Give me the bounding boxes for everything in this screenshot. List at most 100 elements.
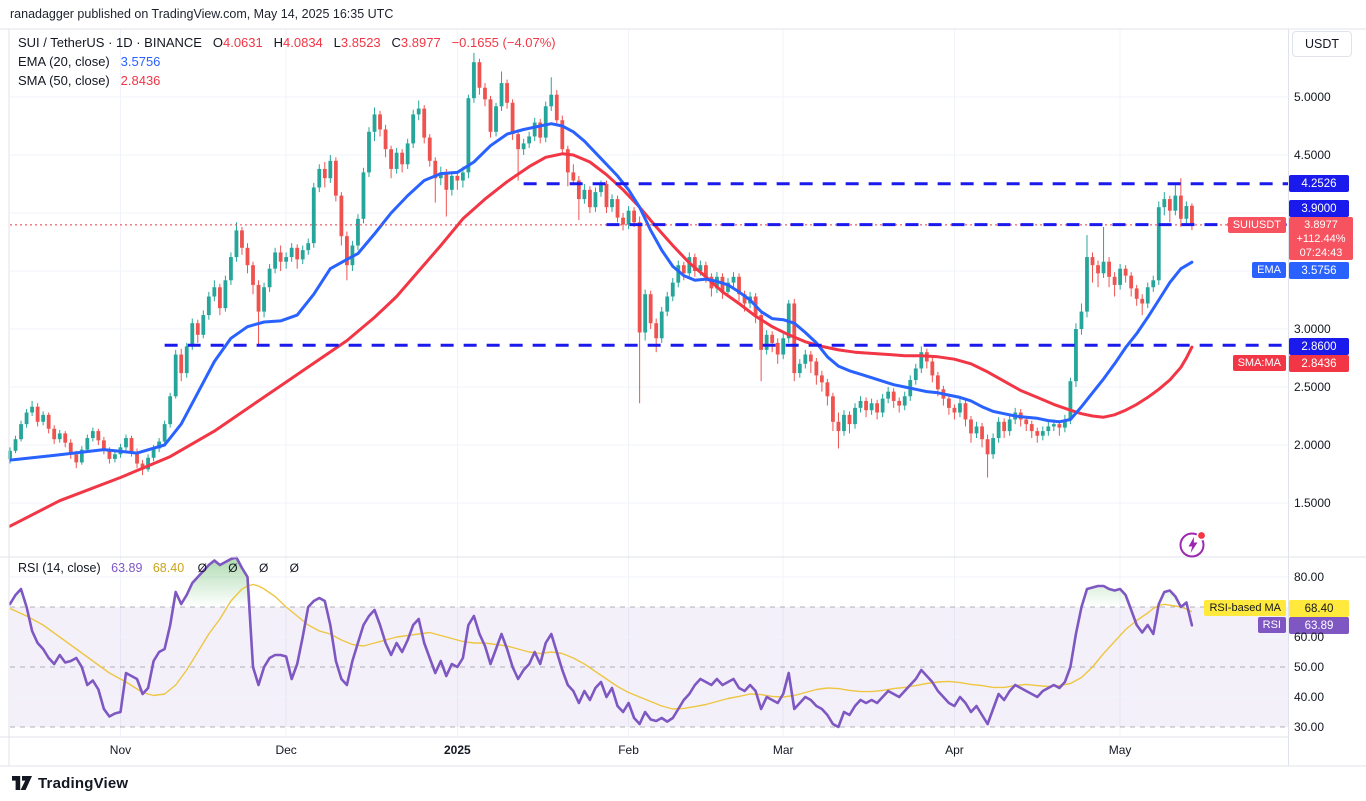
price-tick-label: 2.0000: [1294, 438, 1331, 452]
candle-body: [394, 152, 399, 169]
candle-body: [974, 426, 979, 434]
candle-body: [1134, 288, 1139, 299]
candle-body: [151, 448, 156, 458]
candle-body: [1096, 265, 1100, 274]
candle-body: [615, 199, 620, 218]
candle-body: [1112, 276, 1117, 285]
candle-body: [195, 323, 200, 335]
candle-body: [1118, 268, 1123, 285]
tradingview-logo-text: TradingView: [38, 774, 129, 792]
candle-body: [339, 195, 344, 237]
candle-body: [538, 122, 543, 138]
current-price-label: 3.8977 +112.44% 07:24:43: [1289, 217, 1353, 260]
rsi-tag: RSI: [1257, 617, 1286, 633]
candle-body: [919, 352, 924, 369]
candle-body: [477, 62, 482, 88]
candle-body: [322, 168, 327, 179]
level-label-3-9000: 3.9000: [1289, 200, 1349, 217]
candle-body: [345, 236, 349, 266]
candle-body: [201, 315, 206, 335]
candle-body: [284, 257, 289, 262]
sma-axis-label: 2.8436: [1289, 355, 1349, 372]
candle-body: [488, 99, 493, 132]
candle-body: [626, 210, 631, 225]
tradingview-logo-icon: [12, 776, 32, 790]
high-value: 4.0834: [283, 35, 323, 50]
candle-body: [1167, 199, 1172, 211]
price-tick-label: 2.5000: [1294, 380, 1331, 394]
candle-body: [30, 406, 34, 413]
candle-body: [223, 280, 228, 309]
candle-body: [808, 354, 813, 362]
current-change-pct: +112.44%: [1296, 233, 1346, 245]
rsi-ma-value: 68.40: [152, 561, 185, 575]
candle-body: [659, 311, 664, 339]
candle-body: [913, 368, 918, 381]
tradingview-logo[interactable]: TradingView: [12, 772, 128, 794]
candle-body: [880, 398, 885, 413]
candle-body: [1029, 424, 1034, 432]
rsi-line: [8, 556, 1194, 729]
candle-body: [692, 257, 697, 271]
candle-body: [764, 334, 769, 350]
candle-body: [610, 199, 614, 208]
sma-label[interactable]: SMA (50, close): [18, 73, 110, 88]
rsi-hidden-values: Ø Ø Ø Ø: [197, 561, 308, 575]
candle-body: [737, 276, 741, 295]
candle-body: [422, 108, 427, 138]
candle-body: [13, 439, 18, 451]
candle-body: [825, 382, 830, 397]
candle-body: [240, 230, 244, 248]
candle-body: [449, 175, 454, 190]
candle-body: [891, 391, 896, 401]
candle-body: [1024, 419, 1029, 425]
candle-body: [300, 250, 305, 260]
candle-body: [162, 424, 167, 442]
candle-body: [632, 210, 636, 223]
candle-body: [560, 120, 565, 150]
candle-body: [35, 406, 40, 422]
rsi-label[interactable]: RSI (14, close): [18, 561, 101, 575]
currency-toggle-button[interactable]: USDT: [1292, 31, 1352, 57]
candle-body: [416, 108, 421, 115]
candle-body: [1151, 280, 1156, 288]
candle-body: [621, 217, 625, 225]
low-label: L: [333, 35, 341, 50]
candle-body: [378, 114, 382, 130]
candle-body: [1035, 431, 1040, 436]
candle-body: [256, 284, 261, 312]
candle-body: [1173, 195, 1178, 211]
candle-body: [1040, 431, 1045, 436]
candle-body: [251, 265, 255, 285]
candle-body: [781, 338, 786, 355]
candle-body: [427, 137, 432, 161]
candle-body: [483, 87, 487, 100]
ema-axis-label: 3.5756: [1289, 262, 1349, 279]
candle-body: [731, 276, 736, 283]
candle-body: [742, 294, 747, 304]
candle-body: [46, 414, 51, 429]
candle-body: [1101, 261, 1106, 274]
candle-body: [814, 361, 819, 376]
time-tick-label: May: [1108, 743, 1132, 757]
candle-body: [637, 222, 642, 333]
flash-badge[interactable]: [1176, 527, 1210, 561]
candle-body: [521, 143, 526, 150]
candle-body: [803, 354, 808, 364]
level-label-2-8600: 2.8600: [1289, 338, 1349, 355]
candle-body: [411, 114, 416, 144]
candle-body: [96, 431, 101, 441]
candle-body: [1007, 419, 1012, 432]
candle-body: [438, 172, 443, 179]
ema-label[interactable]: EMA (20, close): [18, 54, 110, 69]
symbol-title[interactable]: SUI / TetherUS · 1D · BINANCE: [18, 35, 202, 50]
candle-body: [212, 287, 217, 297]
candle-body: [101, 440, 106, 450]
ema-tag: EMA: [1252, 262, 1286, 278]
candle-body: [1090, 257, 1095, 266]
candle-body: [68, 442, 73, 455]
candle-body: [687, 257, 692, 274]
candle-body: [113, 454, 117, 459]
candle-body: [698, 265, 703, 271]
